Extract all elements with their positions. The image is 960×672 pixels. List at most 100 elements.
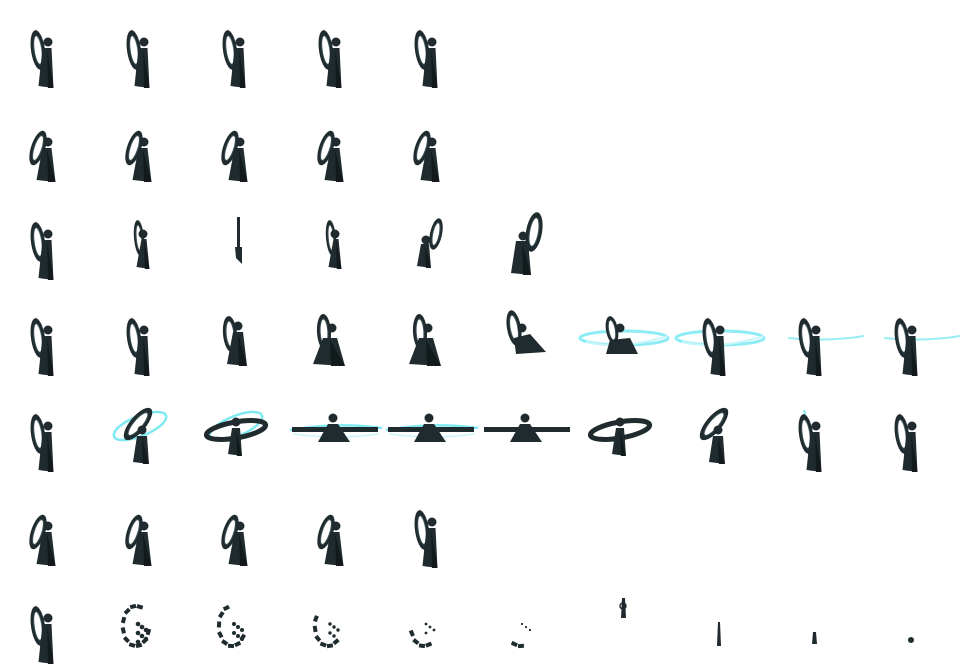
- sprite-frame-walk-4: [288, 96, 384, 192]
- sprite-frame-walk-3: [192, 96, 288, 192]
- sprite-thin: [133, 220, 150, 269]
- character-spike: [619, 598, 627, 618]
- sprite-frame-spin-4: [288, 384, 384, 480]
- character-stand: [30, 606, 54, 664]
- character-walk: [317, 130, 344, 182]
- sprite-stand: [30, 606, 54, 664]
- sprite-slash: [578, 316, 670, 354]
- character-crouch: [313, 314, 345, 366]
- sprite-frame-death-9: [768, 576, 864, 672]
- character-back: [417, 218, 443, 268]
- sprite-walk: [29, 130, 56, 182]
- sprite-swoop: [506, 310, 546, 354]
- sprite-frame-spin-6: [480, 384, 576, 480]
- sprite-tilt: [112, 407, 168, 464]
- sprite-frame-death-4: [288, 576, 384, 672]
- sprite-frame-walk-alt-2: [96, 480, 192, 576]
- sprite-frame-attack-8: [672, 288, 768, 384]
- sprite-back-big: [511, 212, 543, 275]
- sprite-crouch: [313, 314, 345, 366]
- character-stand: [798, 414, 822, 472]
- character-stand: [30, 30, 54, 88]
- sprite-break5: [510, 622, 532, 649]
- sprite-stand: [126, 318, 150, 376]
- sprite-frame-attack-2: [96, 288, 192, 384]
- sprite-frame-idle-4: [288, 0, 384, 96]
- sprite-frame-death-3: [192, 576, 288, 672]
- sprite-spread: [289, 413, 383, 442]
- sprite-frame-attack-7: [576, 288, 672, 384]
- sprite-walk: [317, 130, 344, 182]
- sprite-walk: [221, 514, 248, 566]
- character-stand: [126, 318, 150, 376]
- character-swoop: [506, 310, 546, 354]
- sprite-frame-attack-3: [192, 288, 288, 384]
- sprite-break4: [408, 622, 436, 649]
- character-break2: [216, 604, 247, 649]
- character-stand: [30, 414, 54, 472]
- sprite-stand: [674, 318, 766, 376]
- character-spread: [388, 413, 474, 442]
- sprite-spread: [385, 413, 479, 442]
- sprite-frame-attack-9: [768, 288, 865, 384]
- sprite-stand: [222, 30, 246, 88]
- sprite-break3: [312, 615, 340, 649]
- sprite-stand: [414, 510, 438, 568]
- sprite-spike: [619, 598, 627, 618]
- sprite-frame-attack-10: [864, 288, 960, 384]
- sprite-frame-turn-1: [0, 192, 96, 288]
- sprite-tilt: [699, 407, 729, 464]
- character-tilt: [699, 407, 729, 464]
- sprite-frame-attack-1: [0, 288, 96, 384]
- sprite-shard: [812, 632, 817, 644]
- sprite-back: [417, 218, 443, 268]
- sprite-frame-turn-6: [480, 192, 576, 288]
- sprite-walk: [317, 514, 344, 566]
- sprite-frame-death-5: [384, 576, 480, 672]
- sprite-frame-turn-2: [96, 192, 192, 288]
- sprite-dot: [908, 637, 914, 643]
- sprite-stand: [318, 30, 342, 88]
- sprite-frame-death-1: [0, 576, 96, 672]
- character-shard: [812, 632, 817, 644]
- sprite-spike-small: [717, 622, 721, 646]
- sprite-walk: [221, 130, 248, 182]
- character-stand: [30, 318, 54, 376]
- character-walk: [221, 514, 248, 566]
- sprite-frame-idle-3: [192, 0, 288, 96]
- character-tilt-low: [203, 417, 269, 456]
- sprite-frame-death-2: [96, 576, 192, 672]
- sprite-stand: [798, 409, 822, 472]
- character-walk: [413, 130, 440, 182]
- sprite-frame-walk-alt-5: [384, 480, 480, 576]
- sprite-frame-spin-5: [384, 384, 480, 480]
- character-stand: [30, 222, 54, 280]
- character-spike-small: [717, 622, 721, 646]
- sprite-frame-walk-1: [0, 96, 96, 192]
- character-break5: [510, 622, 532, 649]
- sprite-frame-attack-5: [384, 288, 480, 384]
- character-stand: [222, 30, 246, 88]
- sprite-frame-spin-2: [96, 384, 192, 480]
- sprite-frame-spin-10: [864, 384, 960, 480]
- character-spread: [484, 413, 570, 442]
- sprite-lean: [222, 316, 247, 366]
- sprite-frame-walk-alt-4: [288, 480, 384, 576]
- sprite-frame-death-6: [480, 576, 576, 672]
- character-edge: [235, 217, 242, 264]
- sprite-walk: [413, 130, 440, 182]
- sprite-tilt-low: [587, 417, 653, 456]
- character-stand: [414, 30, 438, 88]
- sprite-walk: [125, 514, 152, 566]
- sprite-tilt-low: [203, 410, 269, 456]
- character-crouch: [409, 314, 441, 366]
- sprite-frame-spin-8: [672, 384, 768, 480]
- sprite-stand: [883, 318, 960, 376]
- sprite-frame-walk-2: [96, 96, 192, 192]
- sprite-crouch: [409, 314, 441, 366]
- sprite-frame-idle-5: [384, 0, 480, 96]
- sprite-frame-turn-4: [288, 192, 384, 288]
- sprite-stand: [126, 30, 150, 88]
- sprite-thin: [325, 220, 342, 269]
